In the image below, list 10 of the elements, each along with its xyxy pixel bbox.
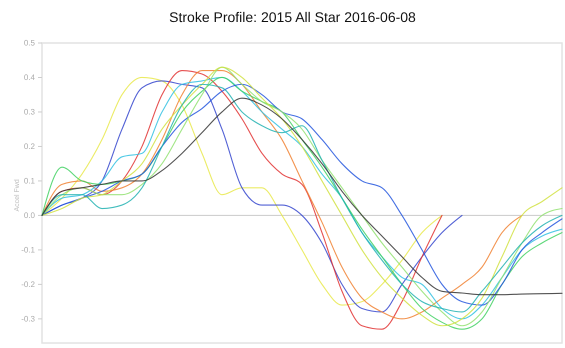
y-tick-label: -0.2: [21, 280, 36, 289]
y-tick-label: 0.1: [24, 176, 36, 186]
y-tick-label: 0.5: [24, 38, 36, 48]
y-tick-label: -0.3: [21, 314, 36, 324]
y-tick-label: 0.3: [24, 108, 36, 117]
y-tick-label: 0.0: [24, 210, 36, 220]
y-tick-label: 0.4: [24, 73, 36, 82]
chart-title: Stroke Profile: 2015 All Star 2016-06-08: [169, 9, 416, 25]
y-tick-label: 0.2: [24, 142, 36, 152]
y-tick-label: -0.1: [21, 245, 36, 254]
